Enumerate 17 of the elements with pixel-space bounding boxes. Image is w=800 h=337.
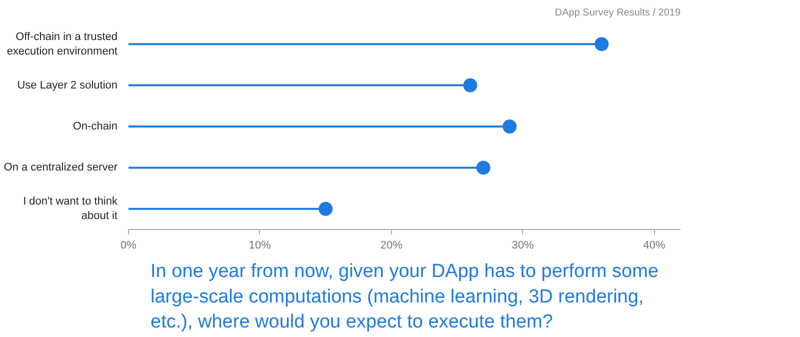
text: DApp Survey Results / 2019 xyxy=(554,8,681,18)
y-tick-label: On a centralized server xyxy=(4,162,118,174)
point xyxy=(594,37,609,52)
point xyxy=(318,202,333,216)
text: In one year from now, given your DApp has to perform some large-scale computations (machine learning, 3D rendering, etc.), where would you expect to execute them? xyxy=(150,261,658,332)
y-tick-label: On-chain xyxy=(72,120,118,132)
point xyxy=(502,120,517,134)
x-tick-label: 0% xyxy=(120,240,137,252)
point xyxy=(463,78,478,92)
x-tick-label: 30% xyxy=(512,240,534,252)
x-tick-label: 10% xyxy=(248,240,272,252)
y-tick-label: I don't want to think about it xyxy=(23,196,118,222)
x-tick-label: 40% xyxy=(643,240,666,252)
point xyxy=(476,160,490,175)
y-tick-label: Use Layer 2 solution xyxy=(17,79,118,92)
y-tick-label: Off-chain in a trusted execution environment xyxy=(6,30,118,58)
x-tick-label: 20% xyxy=(380,240,403,252)
